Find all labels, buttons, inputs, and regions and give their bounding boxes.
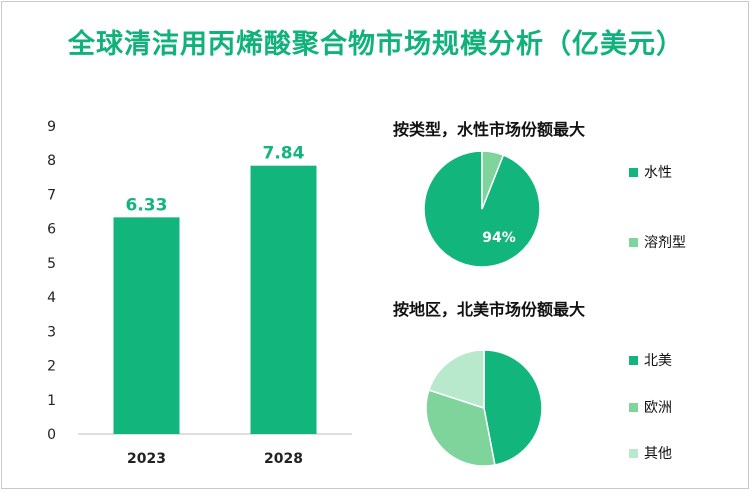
legend-swatch: [629, 402, 638, 412]
legend-item-欧洲: 欧洲: [629, 397, 672, 417]
bar-data-label: 6.33: [126, 195, 168, 215]
legend-swatch: [629, 448, 638, 458]
pie-slice-北美: [483, 349, 543, 466]
y-tick-label: 3: [47, 324, 56, 340]
pie-slice-溶剂型: [481, 150, 505, 210]
legend-item-其他: 其他: [629, 443, 672, 463]
y-tick-label: 8: [47, 153, 56, 169]
y-tick-label: 0: [47, 427, 56, 443]
legend-item-北美: 北美: [629, 350, 672, 370]
y-tick-label: 9: [47, 119, 56, 135]
y-tick-label: 1: [47, 393, 56, 409]
bar-2028: [250, 165, 317, 434]
legend-label: 欧洲: [644, 400, 672, 416]
bar-2023: [113, 217, 180, 434]
legend-label: 水性: [644, 165, 672, 181]
pie-data-label: 94%: [482, 230, 516, 246]
x-tick-label: 2028: [264, 451, 303, 467]
legend-item-水性: 水性: [629, 162, 672, 182]
chart-title: 全球清洁用丙烯酸聚合物市场规模分析（亿美元）: [68, 29, 684, 60]
legend-label: 其他: [644, 446, 672, 462]
x-tick-label: 2023: [127, 451, 166, 467]
y-tick-label: 6: [47, 222, 56, 238]
y-tick-label: 4: [47, 290, 56, 306]
legend-swatch: [629, 237, 638, 247]
legend-label: 溶剂型: [644, 235, 686, 251]
pie-type-title: 按类型，水性市场份额最大: [393, 120, 586, 139]
y-tick-label: 7: [47, 187, 56, 203]
legend-item-溶剂型: 溶剂型: [629, 232, 686, 252]
pie-region-title: 按地区，北美市场份额最大: [393, 300, 586, 319]
legend-swatch: [629, 355, 638, 365]
legend-label: 北美: [644, 353, 672, 369]
legend-swatch: [629, 167, 638, 177]
bar-data-label: 7.84: [263, 144, 305, 164]
pie-slice-欧洲: [425, 389, 496, 467]
y-tick-label: 5: [47, 256, 56, 272]
y-tick-label: 2: [47, 359, 56, 375]
pie-slice-其他: [427, 349, 485, 410]
